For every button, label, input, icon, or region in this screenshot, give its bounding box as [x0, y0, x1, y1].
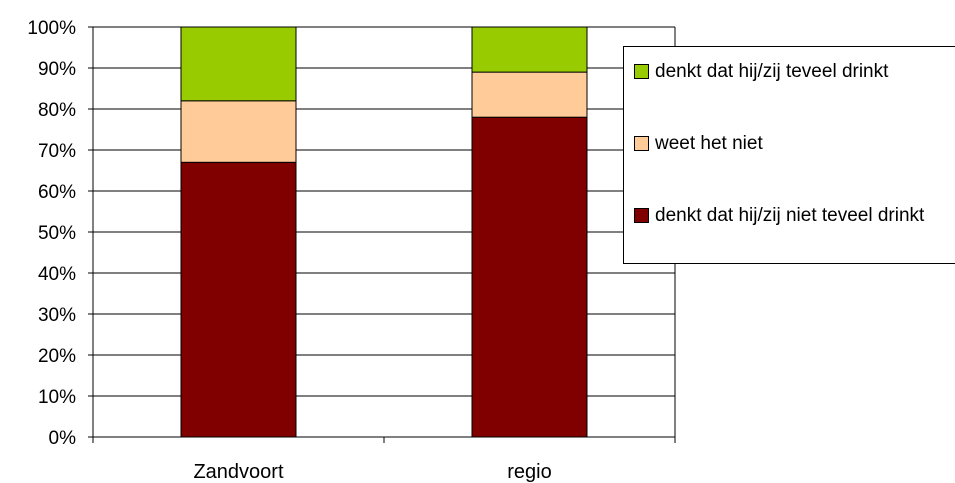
- legend: denkt dat hij/zij teveel drinkt weet het…: [623, 46, 955, 264]
- y-tick-label: 90%: [38, 59, 76, 80]
- legend-item-weet-niet: weet het niet: [634, 131, 955, 157]
- y-tick-label: 0%: [49, 428, 77, 449]
- y-tick-label: 20%: [38, 346, 76, 367]
- legend-swatch-niet-teveel: [634, 208, 649, 223]
- legend-item-niet-teveel: denkt dat hij/zij niet teveel drinkt: [634, 203, 955, 229]
- legend-swatch-teveel: [634, 64, 649, 79]
- y-tick-label: 40%: [38, 264, 76, 285]
- y-tick-label: 70%: [38, 141, 76, 162]
- bar-segment: [180, 161, 297, 438]
- legend-label-weet-niet: weet het niet: [655, 133, 763, 154]
- bar-segment: [471, 71, 588, 118]
- y-tick-label: 80%: [38, 100, 76, 121]
- bar-segment: [471, 26, 588, 73]
- legend-label-teveel: denkt dat hij/zij teveel drinkt: [655, 61, 889, 82]
- legend-label-niet-teveel: denkt dat hij/zij niet teveel drinkt: [655, 205, 925, 226]
- y-tick-label: 50%: [38, 223, 76, 244]
- x-category-label: regio: [507, 461, 551, 483]
- y-tick-label: 100%: [27, 18, 76, 39]
- y-tick-label: 30%: [38, 305, 76, 326]
- bar-segment: [180, 26, 297, 102]
- legend-swatch-weet-niet: [634, 136, 649, 151]
- legend-item-teveel: denkt dat hij/zij teveel drinkt: [634, 59, 955, 85]
- x-category-label: Zandvoort: [193, 461, 283, 483]
- bar-segment: [180, 100, 297, 163]
- y-tick-label: 10%: [38, 387, 76, 408]
- bar-segment: [471, 116, 588, 438]
- y-tick-label: 60%: [38, 182, 76, 203]
